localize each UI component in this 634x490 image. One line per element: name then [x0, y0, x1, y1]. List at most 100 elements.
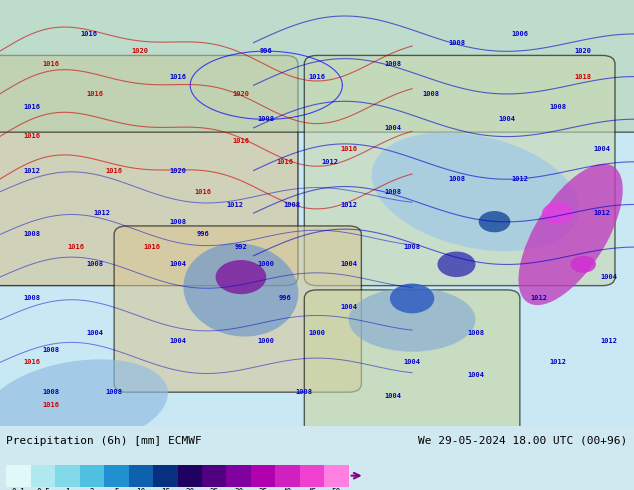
Text: 1008: 1008 — [106, 389, 122, 395]
Circle shape — [542, 202, 574, 224]
Text: 1004: 1004 — [87, 329, 103, 336]
Text: 40: 40 — [283, 488, 292, 490]
Bar — [55, 465, 80, 487]
Text: 1012: 1012 — [340, 201, 357, 208]
Text: 1008: 1008 — [258, 116, 275, 122]
Text: 1004: 1004 — [169, 338, 186, 344]
Ellipse shape — [372, 132, 579, 251]
Ellipse shape — [349, 288, 476, 352]
Text: 2: 2 — [89, 488, 94, 490]
Text: 0.5: 0.5 — [36, 488, 50, 490]
Text: 1012: 1012 — [550, 359, 566, 366]
Text: 1016: 1016 — [81, 31, 97, 37]
FancyBboxPatch shape — [304, 55, 615, 286]
Text: 1000: 1000 — [258, 261, 275, 268]
Text: We 29-05-2024 18.00 UTC (00+96): We 29-05-2024 18.00 UTC (00+96) — [418, 436, 628, 446]
Text: 1008: 1008 — [404, 244, 420, 250]
Text: 0.1: 0.1 — [11, 488, 25, 490]
Text: 996: 996 — [197, 231, 209, 238]
Text: 1012: 1012 — [600, 338, 617, 344]
Bar — [275, 465, 300, 487]
Circle shape — [390, 284, 434, 313]
Text: 1016: 1016 — [195, 189, 211, 195]
Text: 10: 10 — [136, 488, 145, 490]
Text: 1008: 1008 — [283, 201, 300, 208]
Text: 1004: 1004 — [600, 274, 617, 280]
Text: 1016: 1016 — [106, 168, 122, 173]
Ellipse shape — [183, 243, 299, 337]
Text: 50: 50 — [332, 488, 341, 490]
Text: 1016: 1016 — [169, 74, 186, 80]
Text: 1004: 1004 — [594, 146, 611, 152]
Text: 1012: 1012 — [512, 176, 528, 182]
Text: 996: 996 — [279, 295, 292, 301]
Text: 1004: 1004 — [385, 125, 401, 131]
Text: 1016: 1016 — [309, 74, 325, 80]
Text: 1004: 1004 — [340, 261, 357, 268]
Text: 1000: 1000 — [258, 338, 275, 344]
Text: 1008: 1008 — [42, 389, 59, 395]
Text: 1012: 1012 — [321, 159, 338, 165]
Text: 1008: 1008 — [448, 176, 465, 182]
Text: 1008: 1008 — [296, 389, 313, 395]
Bar — [80, 465, 104, 487]
Text: 1012: 1012 — [531, 295, 547, 301]
Text: 15: 15 — [160, 488, 170, 490]
Text: 1008: 1008 — [23, 231, 40, 238]
Text: 25: 25 — [210, 488, 219, 490]
Text: 1016: 1016 — [144, 244, 160, 250]
Text: 1008: 1008 — [550, 103, 566, 110]
Text: 1016: 1016 — [340, 146, 357, 152]
Text: 1012: 1012 — [594, 210, 611, 216]
Text: 1006: 1006 — [512, 31, 528, 37]
Text: 1012: 1012 — [93, 210, 110, 216]
Text: 1004: 1004 — [169, 261, 186, 268]
Text: 1016: 1016 — [23, 133, 40, 140]
Text: 1016: 1016 — [23, 103, 40, 110]
FancyBboxPatch shape — [304, 290, 520, 435]
Bar — [153, 465, 178, 487]
Bar — [251, 465, 275, 487]
Text: 1008: 1008 — [169, 219, 186, 225]
Text: 1000: 1000 — [309, 329, 325, 336]
Bar — [324, 465, 349, 487]
Text: 1016: 1016 — [42, 402, 59, 408]
Text: 1016: 1016 — [87, 91, 103, 97]
Text: 1012: 1012 — [23, 168, 40, 173]
Text: 1008: 1008 — [423, 91, 439, 97]
Bar — [202, 465, 226, 487]
Text: 1020: 1020 — [575, 48, 592, 54]
FancyBboxPatch shape — [0, 55, 298, 286]
Text: 45: 45 — [307, 488, 316, 490]
Text: 996: 996 — [260, 48, 273, 54]
Ellipse shape — [0, 359, 168, 451]
Circle shape — [216, 260, 266, 294]
Text: 1004: 1004 — [404, 359, 420, 366]
Bar — [300, 465, 324, 487]
Text: 1004: 1004 — [385, 393, 401, 399]
Text: 1008: 1008 — [385, 189, 401, 195]
Circle shape — [479, 211, 510, 232]
Text: 1016: 1016 — [277, 159, 294, 165]
Text: 30: 30 — [234, 488, 243, 490]
Text: 1008: 1008 — [87, 261, 103, 268]
Text: 1008: 1008 — [23, 295, 40, 301]
Text: 1008: 1008 — [42, 346, 59, 353]
Circle shape — [437, 251, 476, 277]
Bar — [6, 465, 31, 487]
Text: 992: 992 — [235, 244, 247, 250]
Text: 1: 1 — [65, 488, 70, 490]
Text: 1004: 1004 — [340, 304, 357, 310]
Text: 1016: 1016 — [233, 138, 249, 144]
Bar — [129, 465, 153, 487]
Circle shape — [571, 256, 596, 273]
Bar — [226, 465, 251, 487]
Bar — [104, 465, 129, 487]
Text: 1008: 1008 — [467, 329, 484, 336]
Text: 1016: 1016 — [23, 359, 40, 366]
Text: 1016: 1016 — [42, 61, 59, 67]
Text: 1004: 1004 — [499, 116, 515, 122]
Text: 1020: 1020 — [131, 48, 148, 54]
Text: 1012: 1012 — [226, 201, 243, 208]
Text: 5: 5 — [114, 488, 119, 490]
